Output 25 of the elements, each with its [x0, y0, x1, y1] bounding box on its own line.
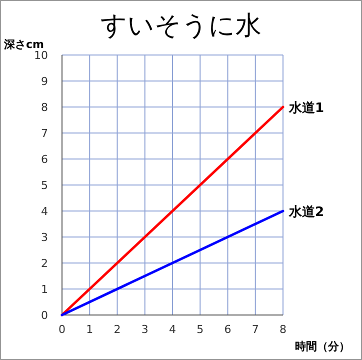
x-tick-label: 6	[224, 323, 232, 336]
y-tick-label: 2	[41, 257, 48, 270]
y-tick-label: 0	[41, 309, 48, 322]
y-tick-label: 8	[41, 101, 48, 114]
x-tick-label: 5	[196, 323, 204, 336]
series-label: 水道2	[288, 205, 324, 220]
x-tick-label: 4	[169, 323, 176, 336]
y-tick-label: 1	[41, 283, 48, 296]
y-tick-label: 5	[41, 179, 48, 192]
x-tick-label: 2	[114, 323, 121, 336]
x-tick-label: 0	[58, 323, 66, 336]
y-tick-label: 3	[41, 231, 48, 244]
x-tick-label: 3	[141, 323, 148, 336]
y-tick-label: 4	[41, 205, 48, 218]
x-tick-label: 1	[86, 323, 94, 336]
series-label: 水道1	[288, 101, 324, 116]
chart-title: すいそうに水	[100, 11, 262, 41]
y-tick-label: 6	[41, 153, 48, 166]
x-tick-label: 7	[252, 323, 259, 336]
y-tick-label: 9	[41, 75, 48, 88]
y-tick-label: 10	[34, 49, 48, 62]
x-tick-label: 8	[280, 323, 286, 336]
x-axis-title: 時間（分）	[295, 340, 350, 353]
y-axis-title: 深さcm	[3, 38, 44, 51]
y-tick-label: 7	[41, 127, 48, 140]
